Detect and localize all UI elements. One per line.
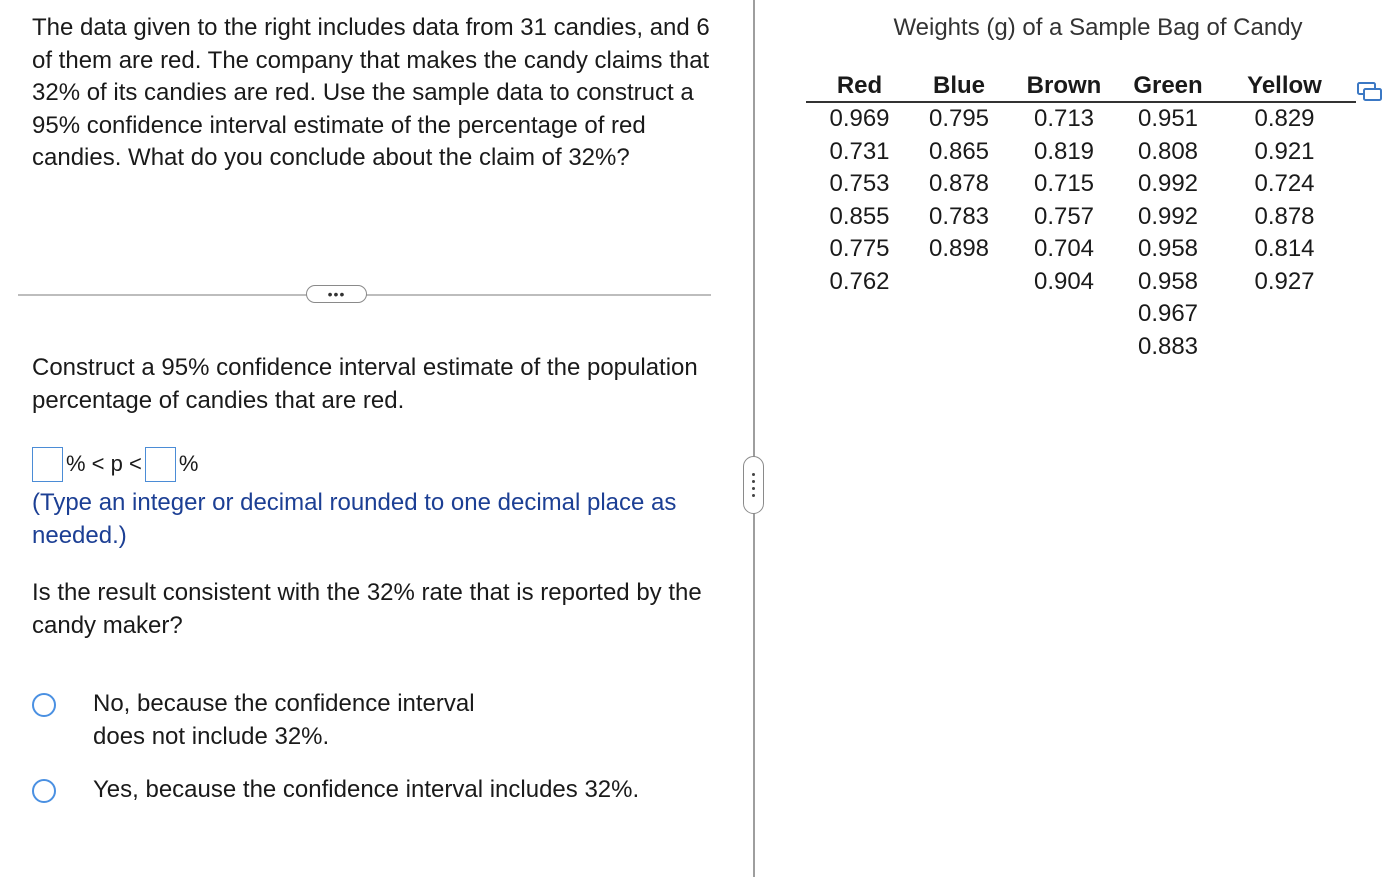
table-cell: 0.762: [829, 267, 890, 295]
option-no-label: No, because the confidence interval does…: [93, 690, 475, 750]
table-cell: 0.808: [1137, 137, 1199, 165]
table-cell: 0.775: [829, 235, 890, 262]
table-cell: 0.967: [1137, 300, 1199, 327]
table-cell: 0.713: [1033, 105, 1095, 132]
table-cell: 0.783: [928, 202, 990, 230]
lower-bound-input[interactable]: [32, 446, 63, 482]
table-cell: 0.969: [829, 105, 890, 132]
interval-middle-text: % < p <: [66, 451, 142, 476]
table-cell: 0.795: [928, 105, 990, 132]
table-cell: 0.958: [1137, 267, 1199, 295]
table-cell: 0.724: [1254, 170, 1315, 197]
pane-divider: [753, 0, 755, 877]
pane-resize-handle-icon[interactable]: [743, 456, 764, 514]
table-title: Weights (g) of a Sample Bag of Candy: [893, 14, 1303, 41]
confidence-interval-answer: % < p < %: [32, 444, 201, 484]
column-green: 0.951 0.808 0.992 0.992 0.958 0.958 0.967 0.883: [1123, 103, 1213, 363]
problem-statement: The data given to the right includes dat…: [32, 14, 710, 171]
table-cell: 0.819: [1033, 137, 1095, 165]
table-cell: 0.927: [1254, 267, 1315, 295]
table-body: 0.969 0.731 0.753 0.855 0.775 0.762 0.795 0.86…: [806, 103, 1356, 363]
table-header-row: Red Blue Brown Green Yellow: [806, 70, 1356, 103]
table-cell: 0.757: [1033, 202, 1095, 230]
header-blue: Blue: [932, 72, 985, 99]
table-cell: 0.814: [1254, 235, 1315, 262]
table-cell: 0.715: [1033, 170, 1095, 197]
column-blue: 0.795 0.865 0.878 0.783 0.898: [913, 103, 1005, 363]
question-1-text: Construct a 95% confidence interval esti…: [32, 354, 698, 414]
copy-data-icon[interactable]: [1356, 80, 1384, 104]
table-cell: 0.951: [1137, 105, 1199, 132]
option-yes[interactable]: Yes, because the confidence interval inc…: [32, 774, 672, 807]
rounding-hint: (Type an integer or decimal rounded to o…: [32, 489, 677, 549]
option-yes-label: Yes, because the confidence interval inc…: [93, 776, 640, 803]
table-cell: 0.753: [829, 170, 890, 197]
table-cell: 0.992: [1137, 170, 1199, 197]
interval-end-text: %: [178, 451, 199, 476]
table-cell: 0.883: [1137, 332, 1199, 360]
table-cell: 0.904: [1033, 267, 1095, 295]
table-cell: 0.829: [1254, 105, 1315, 132]
option-no[interactable]: No, because the confidence interval does…: [32, 688, 532, 753]
column-yellow: 0.829 0.921 0.724 0.878 0.814 0.927: [1213, 103, 1356, 363]
table-cell: 0.704: [1033, 235, 1095, 262]
table-cell: 0.992: [1137, 202, 1199, 230]
header-yellow: Yellow: [1247, 72, 1322, 99]
column-red: 0.969 0.731 0.753 0.855 0.775 0.762: [806, 103, 913, 363]
radio-button-icon[interactable]: [32, 779, 56, 803]
radio-button-icon[interactable]: [32, 693, 56, 717]
candy-weights-table: Red Blue Brown Green Yellow 0.969 0.731 0.…: [806, 70, 1356, 363]
table-cell: 0.898: [928, 235, 990, 262]
table-cell: 0.921: [1254, 137, 1315, 165]
table-cell: 0.878: [928, 170, 990, 197]
table-cell: 0.878: [1254, 202, 1315, 230]
table-cell: 0.958: [1137, 235, 1199, 262]
header-red: Red: [836, 72, 883, 99]
table-cell: 0.865: [928, 137, 990, 165]
question-pane: The data given to the right includes dat…: [18, 14, 711, 807]
upper-bound-input[interactable]: [144, 446, 176, 482]
question-2-text: Is the result consistent with the 32% ra…: [32, 579, 702, 639]
header-green: Green: [1133, 72, 1203, 99]
column-brown: 0.713 0.819 0.715 0.757 0.704 0.904: [1005, 103, 1123, 363]
table-cell: 0.731: [829, 137, 890, 165]
more-dots-button[interactable]: •••: [306, 285, 367, 303]
header-brown: Brown: [1026, 72, 1102, 99]
table-cell: 0.855: [829, 202, 890, 230]
